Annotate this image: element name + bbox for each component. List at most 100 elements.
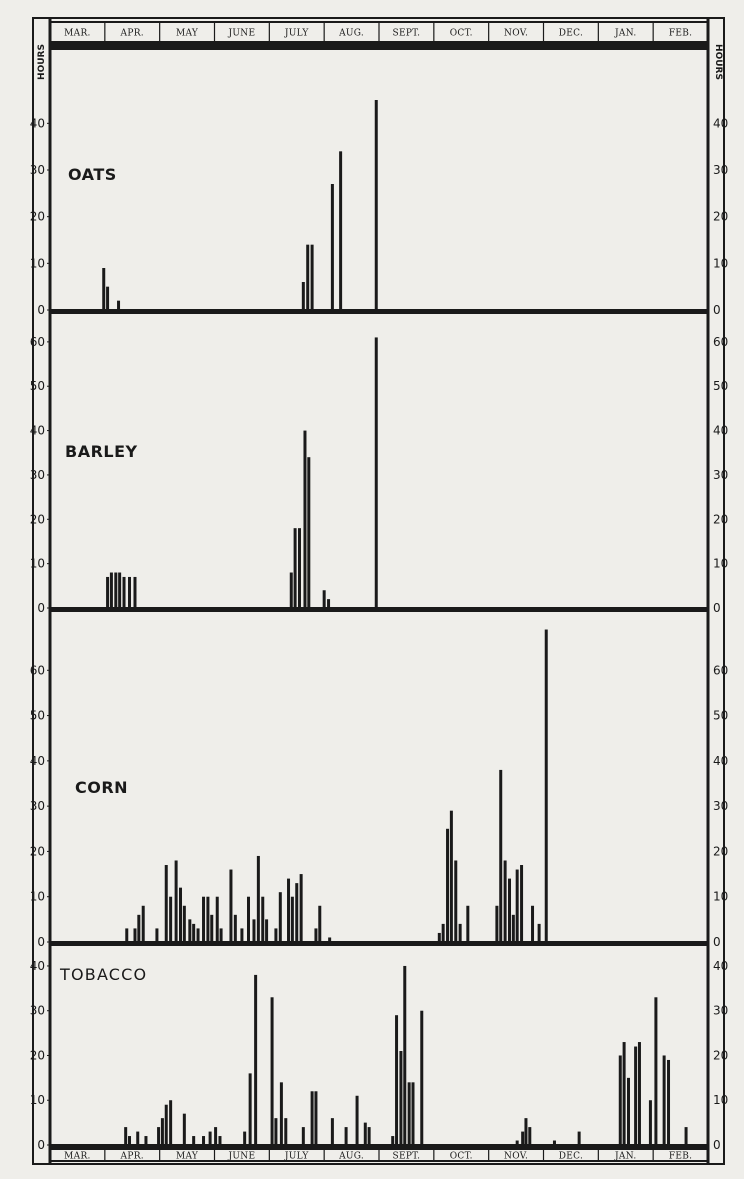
top-month-label: MAR.	[64, 29, 91, 39]
bar	[182, 905, 186, 942]
bar	[169, 896, 173, 942]
bar	[355, 1095, 359, 1145]
crop-label: OATS	[68, 165, 117, 184]
y-tick-label-left: 0	[37, 1138, 45, 1152]
y-tick-label-right: 50	[713, 709, 728, 723]
y-tick-label-right: 20	[713, 210, 728, 224]
bar	[274, 1118, 278, 1145]
bar	[243, 1131, 247, 1145]
y-tick-label-left: 20	[30, 844, 45, 858]
bar	[374, 337, 378, 608]
bar	[577, 1131, 581, 1145]
y-tick-label-right: 20	[713, 512, 728, 526]
y-tick-label-right: 40	[713, 959, 728, 973]
bar	[137, 914, 141, 942]
bar	[192, 1136, 196, 1145]
bottom-month-label: NOV.	[504, 1152, 528, 1162]
y-tick-label-left: 60	[30, 663, 45, 677]
y-tick-label-right: 60	[713, 663, 728, 677]
y-tick-label-right: 50	[713, 379, 728, 393]
bar	[301, 1127, 305, 1145]
y-tick-label-right: 30	[713, 1004, 728, 1018]
bar	[466, 905, 470, 942]
bottom-month-label: DEC.	[559, 1152, 583, 1162]
bar	[210, 914, 214, 942]
bar	[265, 919, 269, 942]
y-axis-title-left: HOURS	[37, 44, 47, 80]
bar	[169, 1100, 173, 1145]
bar	[314, 1091, 318, 1145]
bottom-month-label: JUNE	[227, 1152, 255, 1162]
y-tick-label-left: 20	[30, 1048, 45, 1062]
bar	[295, 883, 299, 942]
bar	[196, 928, 200, 942]
bar	[278, 892, 282, 942]
top-month-label: JUNE	[227, 29, 255, 39]
bar	[537, 923, 541, 942]
y-tick-label-left: 20	[30, 512, 45, 526]
bar	[279, 1082, 283, 1145]
bar	[495, 905, 499, 942]
bar	[407, 1082, 411, 1145]
panel-corn: 0 0 10 10 20 20 30 30 40 40 50 50 60 60 CORN	[30, 629, 728, 949]
bar	[441, 923, 445, 942]
bar	[125, 928, 129, 942]
bottom-month-label: MAR.	[64, 1152, 91, 1162]
bar	[684, 1127, 688, 1145]
bar	[327, 599, 331, 608]
top-month-label: JAN.	[614, 29, 636, 39]
bar	[328, 937, 332, 942]
bar	[261, 896, 265, 942]
bar	[515, 869, 519, 942]
y-tick-label-right: 40	[713, 116, 728, 130]
bar	[622, 1042, 626, 1145]
bar	[218, 1136, 222, 1145]
bar	[128, 1136, 132, 1145]
bar	[117, 300, 121, 310]
bar	[299, 874, 303, 942]
y-tick-label-right: 10	[713, 890, 728, 904]
bar	[106, 576, 110, 608]
bar	[155, 928, 159, 942]
bottom-month-label: JAN.	[614, 1152, 636, 1162]
bar	[307, 457, 311, 608]
bar	[122, 576, 126, 608]
y-tick-label-right: 0	[713, 303, 721, 317]
bar	[330, 184, 334, 310]
bar	[618, 1055, 622, 1145]
bar	[458, 923, 462, 942]
bar	[330, 1118, 334, 1145]
bar	[208, 1131, 212, 1145]
bottom-month-label: SEPT.	[392, 1152, 420, 1162]
y-tick-label-right: 0	[713, 601, 721, 615]
bar	[274, 928, 278, 942]
bar	[287, 878, 291, 942]
bar	[128, 576, 132, 608]
outer-frame	[32, 17, 725, 1165]
bar	[192, 923, 196, 942]
bar	[202, 1136, 206, 1145]
bar	[174, 860, 178, 942]
bar	[318, 905, 322, 942]
bar	[449, 810, 453, 942]
bar	[662, 1055, 666, 1145]
bar	[141, 905, 145, 942]
bar	[626, 1077, 630, 1145]
top-month-label: MAY	[176, 29, 199, 39]
panel-baseline	[50, 941, 708, 946]
top-month-label: FEB.	[669, 29, 693, 39]
bar	[411, 1082, 415, 1145]
bar	[164, 865, 168, 942]
y-tick-label-right: 0	[713, 935, 721, 949]
panel-barley: 0 0 10 10 20 20 30 30 40 40 50 50 60 60 BARLEY	[30, 335, 729, 615]
bar	[229, 869, 233, 942]
bar	[552, 1140, 556, 1145]
bar	[322, 590, 326, 608]
bar	[219, 928, 223, 942]
bar	[297, 528, 301, 608]
y-tick-label-left: 10	[30, 1093, 45, 1107]
panel-oats: 0 0 10 10 20 20 30 30 40 40 OATS	[30, 100, 728, 317]
top-month-label: APR.	[120, 29, 144, 39]
panel-baseline	[50, 607, 708, 612]
bar	[118, 572, 122, 608]
